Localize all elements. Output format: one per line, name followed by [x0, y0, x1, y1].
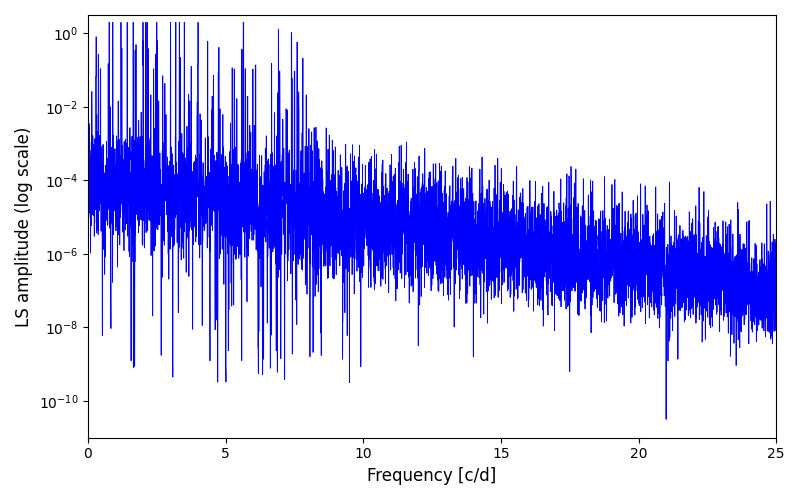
X-axis label: Frequency [c/d]: Frequency [c/d]	[367, 467, 497, 485]
Y-axis label: LS amplitude (log scale): LS amplitude (log scale)	[15, 126, 33, 326]
